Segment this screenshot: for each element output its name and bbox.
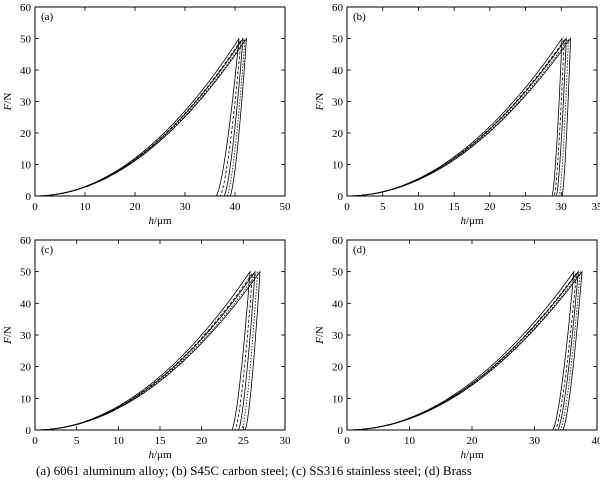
y-axis-label: F/N (314, 93, 326, 112)
figure-caption: (a) 6061 aluminum alloy; (b) S45C carbon… (36, 463, 472, 478)
y-tick-label: 40 (20, 298, 32, 310)
x-tick-label: 5 (74, 435, 80, 447)
y-tick-label: 20 (20, 128, 32, 140)
y-tick-label: 40 (20, 65, 32, 77)
x-tick-label: 40 (592, 435, 600, 447)
curve-c-3 (35, 270, 256, 431)
y-tick-label: 50 (20, 34, 32, 46)
y-axis-label: F/N (314, 326, 326, 345)
curve-c-5 (35, 270, 261, 431)
curve-d-2 (347, 271, 577, 431)
x-tick-label: 35 (592, 201, 600, 213)
x-tick-label: 40 (230, 201, 242, 213)
panel-label: (d) (353, 244, 366, 256)
x-tick-label: 25 (520, 201, 532, 213)
y-tick-label: 20 (332, 362, 344, 374)
curve-b-1 (347, 37, 563, 197)
curve-d-5 (347, 270, 583, 431)
y-tick-label: 30 (20, 330, 32, 342)
x-tick-label: 50 (280, 201, 292, 213)
y-tick-label: 60 (20, 235, 32, 247)
x-tick-label: 10 (113, 435, 125, 447)
x-tick-label: 20 (196, 435, 208, 447)
y-tick-label: 60 (332, 235, 344, 247)
x-tick-label: 10 (404, 435, 416, 447)
curve-b-3 (347, 37, 567, 197)
y-tick-label: 30 (20, 97, 32, 109)
curve-c-2 (35, 271, 254, 431)
y-tick-label: 10 (20, 393, 32, 405)
x-axis-label: h/μm (148, 449, 171, 461)
y-tick-label: 60 (20, 2, 32, 14)
x-tick-label: 30 (529, 435, 541, 447)
plot-frame (34, 6, 286, 197)
y-tick-label: 30 (332, 330, 344, 342)
y-tick-label: 10 (332, 160, 344, 172)
x-tick-label: 10 (80, 201, 92, 213)
y-tick-label: 10 (332, 393, 344, 405)
chart-panel-b: 0 5 10 15 20 25 30 35 0 10 20 30 40 50 60 (b) h/μm F/N (314, 2, 600, 227)
curve-a-5 (35, 37, 248, 197)
y-axis-label: F/N (2, 93, 14, 112)
x-tick-label: 5 (380, 201, 386, 213)
x-tick-label: 25 (238, 435, 250, 447)
x-tick-label: 15 (155, 435, 167, 447)
y-tick-label: 20 (20, 362, 32, 374)
panel-label: (b) (353, 11, 366, 23)
curve-c-4 (35, 270, 259, 431)
y-tick-label: 0 (26, 425, 32, 437)
x-axis-label: h/μm (460, 215, 483, 227)
curve-b-4 (347, 37, 569, 197)
curve-b-5 (347, 37, 572, 197)
x-tick-label: 0 (32, 201, 38, 213)
chart-panel-c: 0 5 10 15 20 25 30 0 10 20 30 40 50 60 (c) h/μm F/N (2, 235, 291, 461)
x-tick-label: 0 (344, 435, 350, 447)
curve-d-4 (347, 270, 581, 431)
y-tick-label: 20 (332, 128, 344, 140)
x-axis-label: h/μm (148, 215, 171, 227)
y-tick-label: 30 (332, 97, 344, 109)
x-axis-label: h/μm (460, 449, 483, 461)
y-tick-label: 40 (332, 298, 344, 310)
x-tick-label: 0 (344, 201, 350, 213)
x-tick-label: 20 (484, 201, 496, 213)
curve-d-1 (347, 270, 575, 431)
x-tick-label: 20 (467, 435, 479, 447)
curve-d-3 (347, 270, 579, 431)
chart-panel-d: 0 10 20 30 40 0 10 20 30 40 50 60 (d) h/μm F/N (314, 235, 600, 461)
panel-label: (a) (41, 11, 54, 23)
curve-a-2 (35, 38, 242, 197)
y-tick-label: 10 (20, 160, 32, 172)
y-axis-label: F/N (2, 326, 14, 345)
curve-a-4 (35, 37, 246, 197)
x-tick-label: 15 (449, 201, 461, 213)
x-tick-label: 20 (130, 201, 142, 213)
x-tick-label: 30 (180, 201, 192, 213)
curve-a-3 (35, 37, 244, 197)
x-tick-label: 30 (556, 201, 568, 213)
x-tick-label: 10 (413, 201, 425, 213)
panel-label: (c) (41, 244, 54, 256)
curve-b-2 (347, 38, 565, 197)
y-tick-label: 50 (332, 34, 344, 46)
curve-c-1 (35, 270, 251, 431)
x-tick-label: 30 (280, 435, 292, 447)
x-tick-label: 0 (32, 435, 38, 447)
y-tick-label: 40 (332, 65, 344, 77)
y-tick-label: 0 (338, 425, 344, 437)
y-tick-label: 50 (20, 267, 32, 279)
y-tick-label: 0 (26, 191, 32, 203)
y-tick-label: 0 (338, 191, 344, 203)
y-tick-label: 60 (332, 2, 344, 14)
y-tick-label: 50 (332, 267, 344, 279)
curve-a-1 (35, 38, 240, 197)
chart-panel-a: 0 10 20 30 40 50 0 10 20 30 40 50 60 (a) h/μm F/N (2, 2, 291, 227)
